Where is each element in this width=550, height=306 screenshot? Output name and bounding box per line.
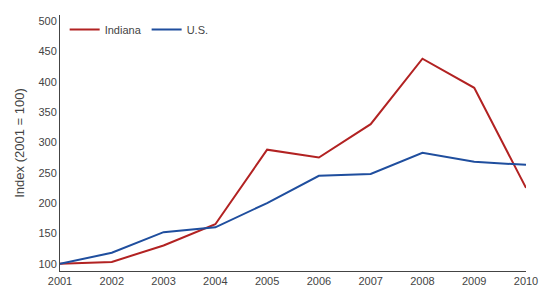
- svg-text:Index (2001 = 100): Index (2001 = 100): [12, 88, 27, 198]
- svg-text:U.S.: U.S.: [187, 24, 208, 36]
- svg-text:2007: 2007: [358, 275, 382, 287]
- svg-text:150: 150: [38, 227, 56, 239]
- svg-text:2002: 2002: [100, 275, 124, 287]
- svg-text:2008: 2008: [410, 275, 434, 287]
- svg-text:200: 200: [38, 197, 56, 209]
- svg-text:2003: 2003: [151, 275, 175, 287]
- svg-text:2006: 2006: [307, 275, 331, 287]
- svg-text:2010: 2010: [514, 275, 538, 287]
- svg-text:400: 400: [38, 76, 56, 88]
- svg-text:450: 450: [38, 45, 56, 57]
- svg-text:2009: 2009: [462, 275, 486, 287]
- svg-text:300: 300: [38, 136, 56, 148]
- svg-text:2001: 2001: [48, 275, 72, 287]
- svg-text:100: 100: [38, 258, 56, 270]
- svg-text:2004: 2004: [203, 275, 227, 287]
- svg-text:500: 500: [38, 15, 56, 27]
- svg-text:250: 250: [38, 167, 56, 179]
- svg-text:350: 350: [38, 106, 56, 118]
- svg-text:Indiana: Indiana: [105, 24, 142, 36]
- svg-text:2005: 2005: [255, 275, 279, 287]
